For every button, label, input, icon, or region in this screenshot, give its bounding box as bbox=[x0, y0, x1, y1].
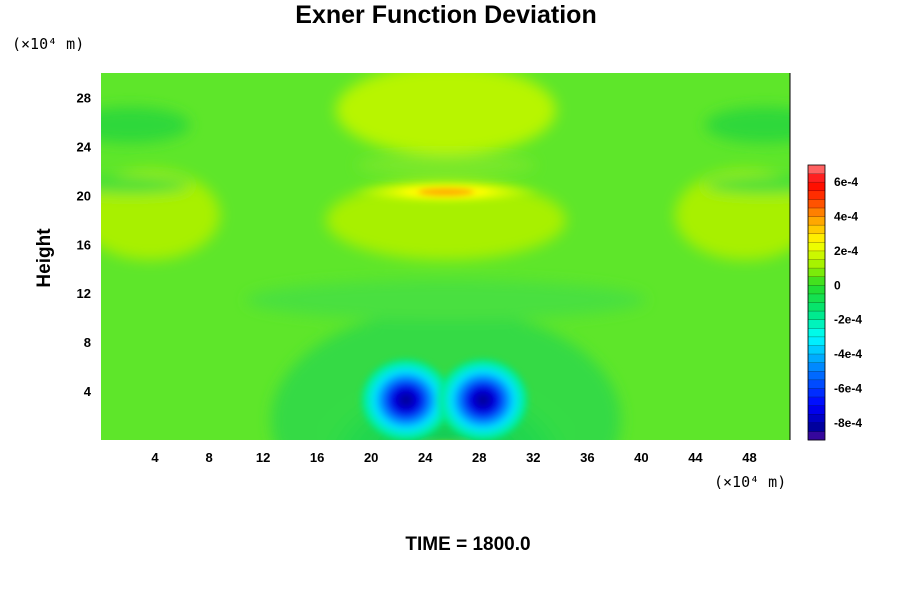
colorbar-band bbox=[808, 319, 825, 329]
colorbar-band bbox=[808, 345, 825, 355]
colorbar-tick-label: 2e-4 bbox=[834, 244, 858, 258]
x-axis-unit: (×10⁴ m) bbox=[714, 473, 786, 491]
colorbar-tick-label: -8e-4 bbox=[834, 416, 862, 430]
y-tick-label: 16 bbox=[77, 237, 91, 252]
colorbar-band bbox=[808, 371, 825, 381]
colorbar-band bbox=[808, 233, 825, 243]
y-tick-label: 28 bbox=[77, 90, 91, 105]
colorbar-band bbox=[808, 242, 825, 252]
chart-title: Exner Function Deviation bbox=[295, 1, 596, 29]
x-tick-label: 36 bbox=[580, 450, 594, 465]
colorbar-band bbox=[808, 422, 825, 432]
colorbar-band bbox=[808, 173, 825, 183]
colorbar-tick-label: 4e-4 bbox=[834, 210, 858, 224]
colorbar-tick-label: -2e-4 bbox=[834, 313, 862, 327]
colorbar-band bbox=[808, 293, 825, 303]
colorbar-tick-label: 6e-4 bbox=[834, 175, 858, 189]
colorbar-band bbox=[808, 276, 825, 286]
colorbar-band bbox=[808, 199, 825, 209]
colorbar-band bbox=[808, 207, 825, 217]
colorbar-band bbox=[808, 397, 825, 406]
colorbar-tick-label: -4e-4 bbox=[834, 347, 862, 361]
y-tick-label: 8 bbox=[84, 335, 91, 350]
colorbar-band bbox=[808, 190, 825, 200]
colorbar-band bbox=[808, 216, 825, 226]
x-tick-label: 4 bbox=[151, 450, 159, 465]
colorbar-band bbox=[808, 225, 825, 235]
x-tick-label: 44 bbox=[688, 450, 703, 465]
y-tick-label: 12 bbox=[77, 286, 91, 301]
y-axis-unit: (×10⁴ m) bbox=[12, 35, 84, 53]
y-axis-label: Height bbox=[34, 228, 55, 288]
x-tick-label: 12 bbox=[256, 450, 270, 465]
colorbar-band bbox=[808, 250, 825, 260]
colorbar-band bbox=[808, 285, 825, 295]
colorbar: 6e-4 4e-4 2e-4 0 -2e-4 -4e-4 -6e-4 -8e-4 bbox=[807, 164, 862, 441]
x-tick-label: 28 bbox=[472, 450, 486, 465]
colorbar-band bbox=[808, 431, 825, 441]
colorbar-band bbox=[808, 405, 825, 415]
x-tick-label: 20 bbox=[364, 450, 378, 465]
y-tick-label: 20 bbox=[77, 188, 91, 203]
colorbar-band bbox=[808, 388, 825, 398]
y-tick-label: 4 bbox=[84, 384, 92, 399]
colorbar-band bbox=[808, 414, 825, 424]
colorbar-band bbox=[808, 336, 825, 346]
y-axis-ticks: 4 8 12 16 20 24 28 bbox=[77, 90, 92, 399]
colorbar-band bbox=[808, 259, 825, 269]
colorbar-tick-label: -6e-4 bbox=[834, 381, 862, 395]
x-tick-label: 32 bbox=[526, 450, 540, 465]
heatmap-field bbox=[101, 73, 790, 440]
x-axis-ticks: 4 8 12 16 20 24 28 32 36 40 44 48 bbox=[151, 450, 756, 465]
colorbar-band bbox=[808, 165, 825, 174]
colorbar-band bbox=[808, 354, 825, 363]
x-tick-label: 24 bbox=[418, 450, 433, 465]
x-tick-label: 40 bbox=[634, 450, 648, 465]
colorbar-band bbox=[808, 379, 825, 389]
colorbar-band bbox=[808, 182, 825, 192]
colorbar-band bbox=[808, 311, 825, 320]
colorbar-band bbox=[808, 302, 825, 312]
time-annotation: TIME = 1800.0 bbox=[405, 534, 530, 555]
x-tick-label: 8 bbox=[205, 450, 212, 465]
colorbar-band bbox=[808, 362, 825, 372]
colorbar-tick-label: 0 bbox=[834, 278, 841, 292]
colorbar-band bbox=[808, 268, 825, 278]
colorbar-band bbox=[808, 328, 825, 338]
x-tick-label: 16 bbox=[310, 450, 324, 465]
y-tick-label: 24 bbox=[77, 139, 92, 154]
x-tick-label: 48 bbox=[742, 450, 756, 465]
